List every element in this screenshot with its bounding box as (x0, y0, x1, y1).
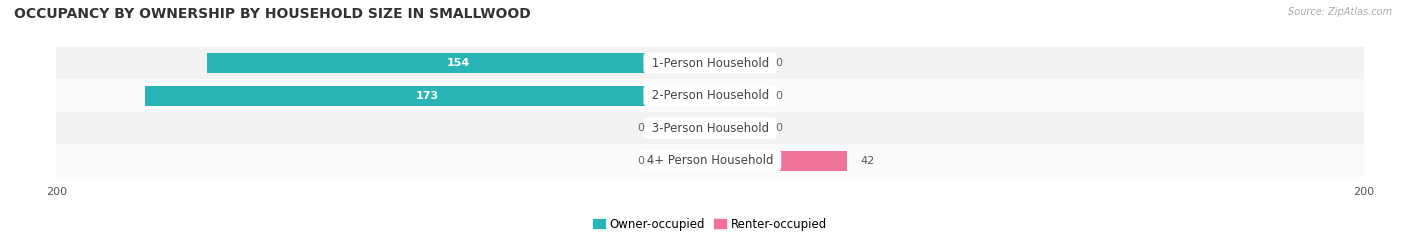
Text: 0: 0 (638, 156, 644, 166)
Bar (651, 118, 710, 138)
Bar (56, 112, 1364, 144)
Text: 2-Person Household: 2-Person Household (648, 89, 772, 102)
Text: 4+ Person Household: 4+ Person Household (643, 154, 778, 167)
Bar (710, 151, 769, 171)
Bar (710, 53, 769, 73)
Text: OCCUPANCY BY OWNERSHIP BY HOUSEHOLD SIZE IN SMALLWOOD: OCCUPANCY BY OWNERSHIP BY HOUSEHOLD SIZE… (14, 7, 531, 21)
Text: 1-Person Household: 1-Person Household (648, 57, 772, 70)
Text: 42: 42 (860, 156, 875, 166)
Bar (710, 118, 769, 138)
Bar (56, 79, 1364, 112)
Bar (710, 86, 769, 106)
Text: Source: ZipAtlas.com: Source: ZipAtlas.com (1288, 7, 1392, 17)
Bar (710, 151, 848, 171)
Text: 0: 0 (776, 123, 782, 133)
Text: 3-Person Household: 3-Person Household (648, 122, 772, 135)
Bar (56, 144, 1364, 177)
Bar (651, 53, 710, 73)
Legend: Owner-occupied, Renter-occupied: Owner-occupied, Renter-occupied (588, 213, 832, 233)
Bar (56, 47, 1364, 79)
Text: 0: 0 (776, 58, 782, 68)
Bar (651, 86, 710, 106)
Text: 0: 0 (638, 123, 644, 133)
Text: 0: 0 (776, 91, 782, 101)
Bar (145, 86, 710, 106)
Bar (207, 53, 710, 73)
Text: 173: 173 (416, 91, 439, 101)
Bar (651, 151, 710, 171)
Text: 154: 154 (447, 58, 470, 68)
